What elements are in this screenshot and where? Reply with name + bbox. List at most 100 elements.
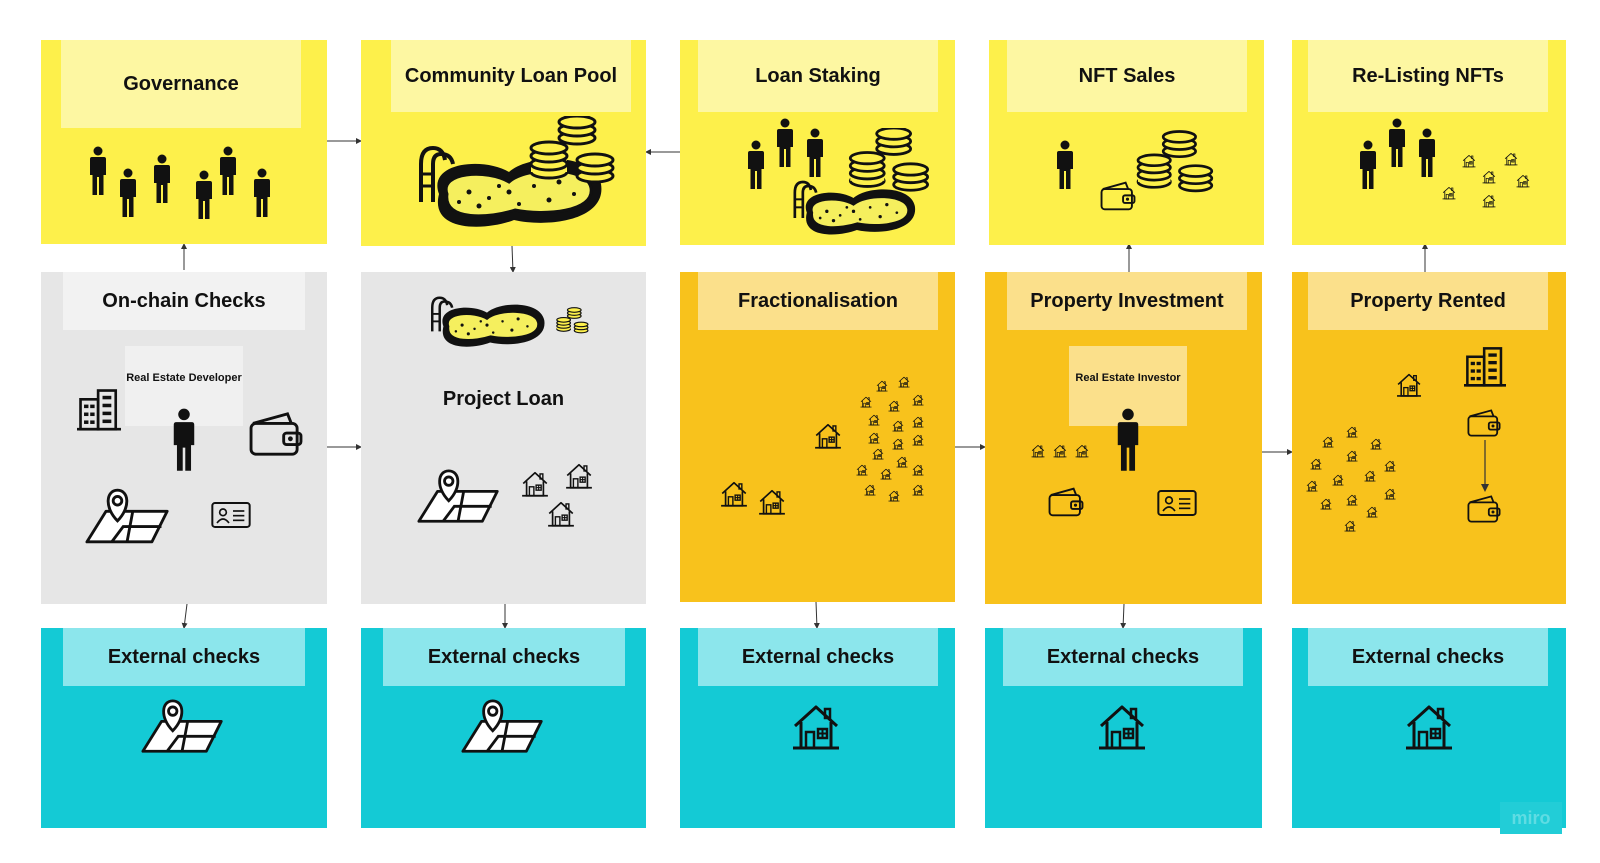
person-icon: [775, 118, 795, 168]
person-icon: [1387, 118, 1407, 168]
coins-icon: [521, 116, 621, 186]
connector-investment-to-external: [1120, 603, 1127, 629]
person-icon: [152, 154, 172, 204]
person-icon: [1055, 140, 1075, 190]
house-icon: [888, 400, 900, 412]
house-icon: [880, 468, 892, 480]
card-title: External checks: [698, 628, 938, 686]
house-icon: [1346, 494, 1358, 506]
card-external-checks-5[interactable]: External checks: [1292, 628, 1566, 828]
house-icon: [1031, 444, 1045, 458]
person-icon: [1115, 408, 1141, 472]
person-icon: [746, 140, 766, 190]
house-icon: [898, 376, 910, 388]
card-title: On-chain Checks: [63, 272, 305, 330]
card-title: NFT Sales: [1007, 40, 1247, 112]
connector-pool-to-project-loan: [509, 245, 516, 273]
house-icon: [892, 438, 904, 450]
map-pin-icon: [141, 698, 225, 756]
card-external-checks-2[interactable]: External checks: [361, 628, 646, 828]
house-icon: [1366, 506, 1378, 518]
house-icon: [758, 488, 786, 516]
house-icon: [791, 702, 841, 752]
house-icon: [1384, 460, 1396, 472]
card-relisting-nfts[interactable]: Re-Listing NFTs: [1292, 40, 1566, 245]
card-title: Governance: [61, 40, 301, 128]
house-icon: [1482, 194, 1496, 208]
house-icon: [1306, 480, 1318, 492]
wallet-icon: [1466, 494, 1502, 524]
card-external-checks-3[interactable]: External checks: [680, 628, 955, 828]
map-pin-icon: [461, 698, 545, 756]
house-icon: [892, 420, 904, 432]
house-icon: [868, 414, 880, 426]
card-onchain-checks[interactable]: On-chain Checks Real Estate Developer: [41, 272, 327, 604]
wallet-icon: [1047, 486, 1085, 518]
house-icon: [1404, 702, 1454, 752]
wallet-icon: [1466, 408, 1502, 438]
id-card-icon: [1157, 488, 1197, 518]
person-icon: [805, 128, 825, 178]
person-icon: [1417, 128, 1437, 178]
card-title: External checks: [63, 628, 305, 686]
house-icon: [1442, 186, 1456, 200]
card-title: Property Rented: [1308, 272, 1548, 330]
house-icon: [1346, 450, 1358, 462]
person-icon: [118, 168, 138, 218]
miro-watermark: miro: [1500, 802, 1562, 834]
card-title: Fractionalisation: [698, 272, 938, 330]
house-icon: [912, 434, 924, 446]
house-icon: [1364, 470, 1376, 482]
person-icon: [171, 408, 197, 472]
card-external-checks-1[interactable]: External checks: [41, 628, 327, 828]
coins-icon: [1129, 130, 1219, 196]
person-icon: [1358, 140, 1378, 190]
person-icon: [252, 168, 272, 218]
house-icon: [1370, 438, 1382, 450]
house-icon: [1075, 444, 1089, 458]
card-community-loan-pool[interactable]: Community Loan Pool: [361, 40, 646, 246]
card-loan-staking[interactable]: Loan Staking: [680, 40, 955, 245]
house-icon: [860, 396, 872, 408]
card-title: Project Loan: [442, 388, 565, 410]
card-governance[interactable]: Governance: [41, 40, 327, 244]
person-icon: [88, 146, 108, 196]
building-icon: [1464, 344, 1506, 388]
card-project-loan[interactable]: Project Loan: [361, 272, 646, 604]
card-fractionalisation[interactable]: Fractionalisation: [680, 272, 955, 602]
card-property-investment[interactable]: Property Investment Real Estate Investor: [985, 272, 1262, 604]
house-icon: [1320, 498, 1332, 510]
house-icon: [1504, 152, 1518, 166]
person-icon: [194, 170, 214, 220]
id-card-icon: [211, 500, 251, 530]
house-icon: [1344, 520, 1356, 532]
connector-fraction-to-external: [813, 601, 820, 629]
house-icon: [868, 432, 880, 444]
house-icon: [1396, 372, 1422, 398]
card-external-checks-4[interactable]: External checks: [985, 628, 1262, 828]
connector-onchain-to-external: [181, 603, 188, 629]
card-property-rented[interactable]: Property Rented: [1292, 272, 1566, 604]
house-icon: [1482, 170, 1496, 184]
house-icon: [912, 484, 924, 496]
card-title: Loan Staking: [698, 40, 938, 112]
building-icon: [77, 386, 121, 432]
house-icon: [814, 422, 842, 450]
map-pin-icon: [417, 468, 501, 526]
wallet-icon: [247, 410, 305, 458]
house-icon: [896, 456, 908, 468]
person-icon: [218, 146, 238, 196]
house-icon: [1516, 174, 1530, 188]
house-icon: [720, 480, 748, 508]
card-nft-sales[interactable]: NFT Sales: [989, 40, 1264, 245]
house-icon: [876, 380, 888, 392]
coins-icon: [553, 306, 591, 336]
house-icon: [864, 484, 876, 496]
card-title: Re-Listing NFTs: [1308, 40, 1548, 112]
house-icon: [1322, 436, 1334, 448]
house-icon: [1053, 444, 1067, 458]
house-icon: [1332, 474, 1344, 486]
house-icon: [1310, 458, 1322, 470]
card-title: Community Loan Pool: [391, 40, 631, 112]
